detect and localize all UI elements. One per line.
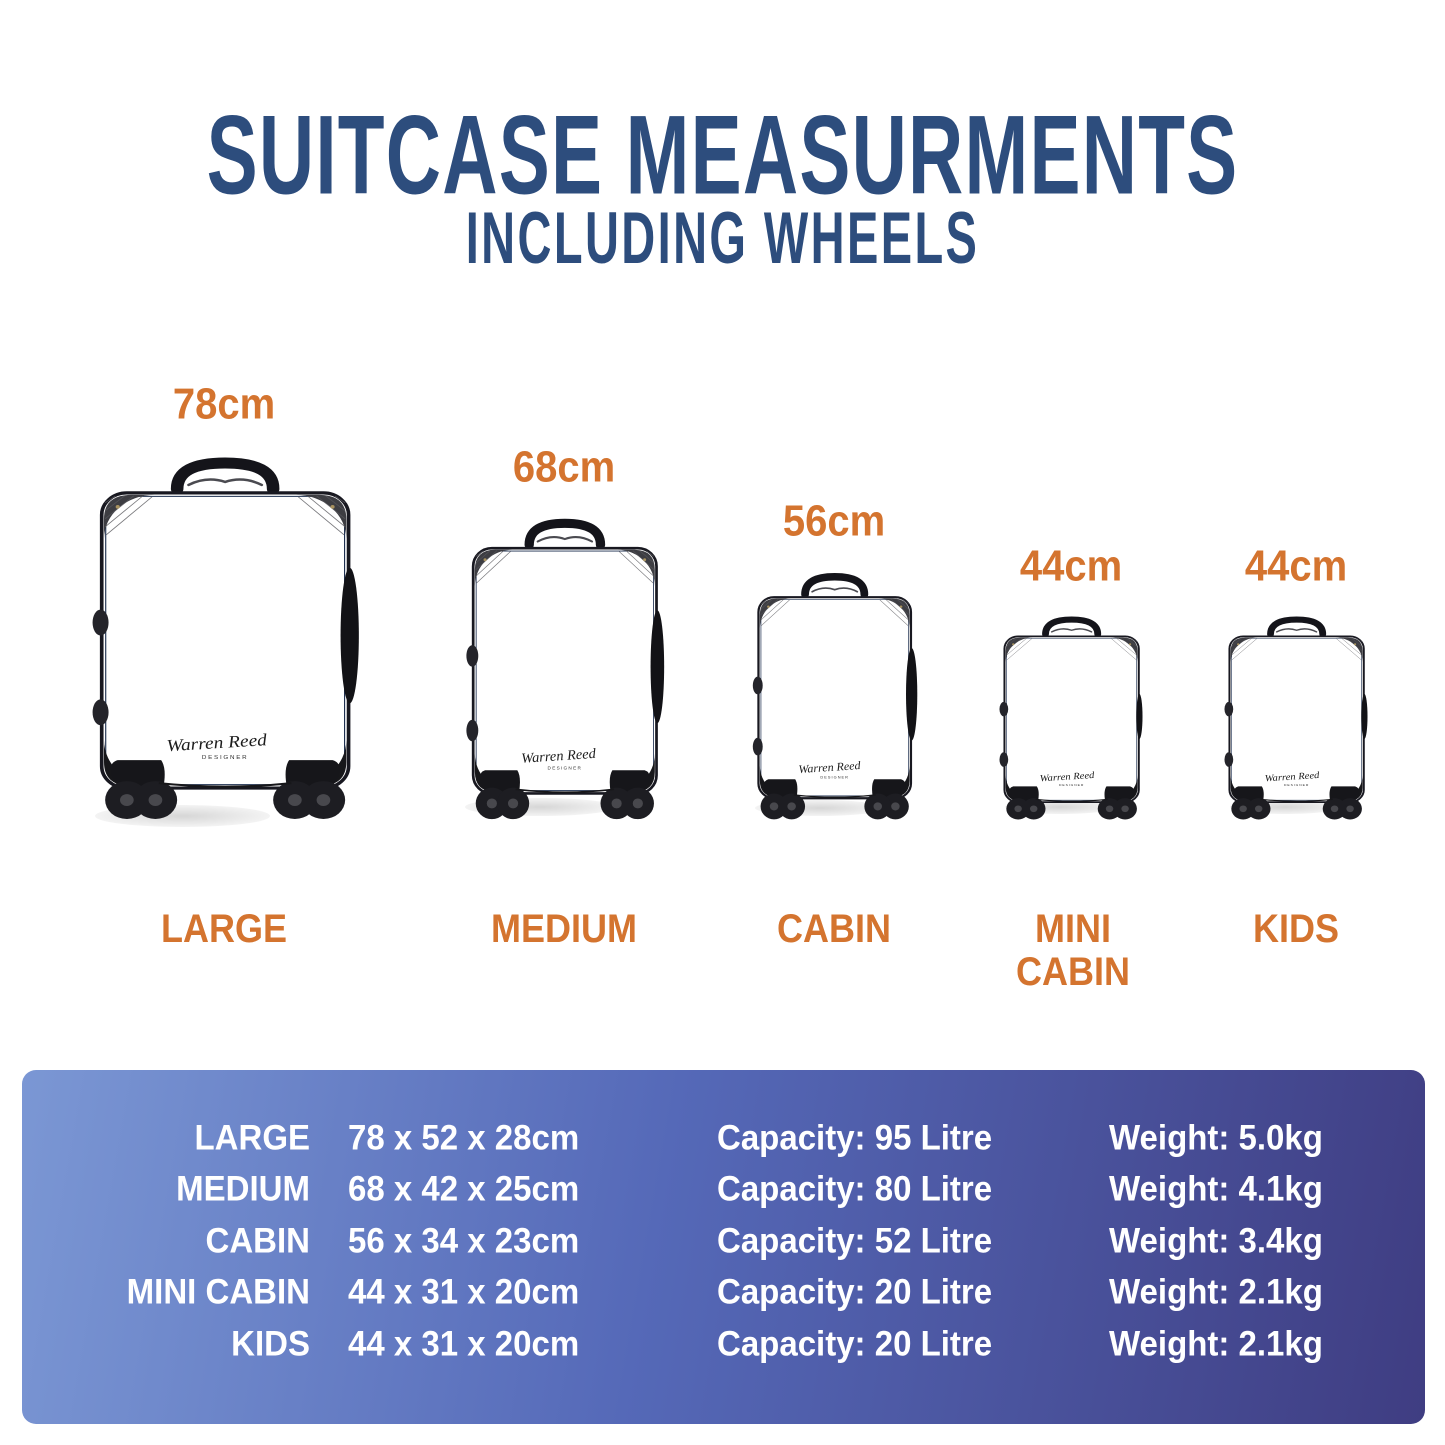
svg-text:DESIGNER: DESIGNER (820, 776, 849, 780)
svg-text:DESIGNER: DESIGNER (548, 765, 583, 770)
svg-text:DESIGNER: DESIGNER (202, 755, 248, 761)
svg-text:DESIGNER: DESIGNER (1284, 783, 1309, 787)
svg-text:DESIGNER: DESIGNER (1059, 783, 1084, 787)
